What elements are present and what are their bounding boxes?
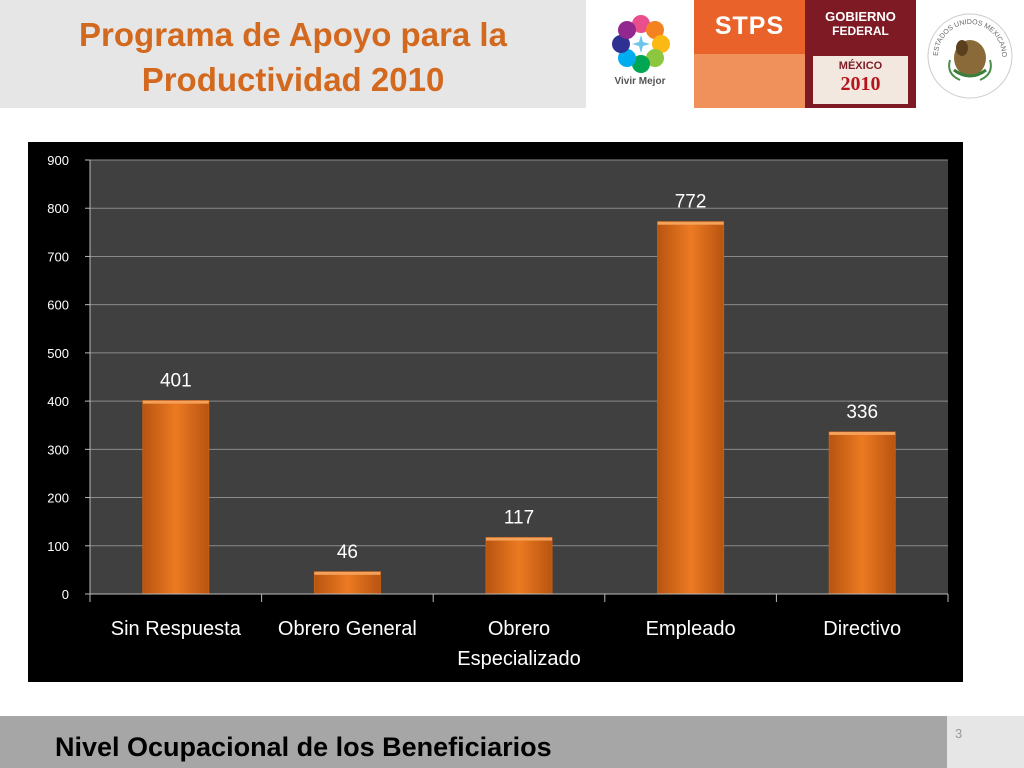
vivir-mejor-logo: Vivir Mejor bbox=[586, 0, 694, 108]
y-tick-label: 800 bbox=[47, 201, 69, 216]
bar bbox=[828, 431, 896, 595]
x-tick-label: Obrero General bbox=[278, 618, 417, 640]
bar-top-highlight bbox=[314, 571, 381, 575]
y-tick-label: 200 bbox=[47, 491, 69, 506]
y-tick-label: 0 bbox=[62, 587, 69, 602]
data-label: 401 bbox=[160, 371, 192, 392]
slide-subtitle: Nivel Ocupacional de los Beneficiarios bbox=[55, 732, 552, 762]
page-number-box: 3 bbox=[947, 716, 1024, 768]
chart-container: 0 100 200 300 400 500 600 700 800 900 401 46 117 772… bbox=[28, 142, 963, 682]
x-tick-label: Empleado bbox=[646, 618, 736, 640]
y-tick-label: 700 bbox=[47, 249, 69, 264]
title-line-1: Programa de Apoyo para la bbox=[79, 16, 507, 53]
y-tick-label: 900 bbox=[47, 153, 69, 168]
data-label: 336 bbox=[846, 402, 878, 423]
data-label: 117 bbox=[504, 508, 534, 529]
stps-logo: STPS bbox=[694, 0, 805, 108]
y-tick-label: 600 bbox=[47, 298, 69, 313]
x-tick-label: Sin Respuesta bbox=[111, 618, 242, 640]
bar bbox=[485, 537, 553, 595]
y-tick-label: 100 bbox=[47, 539, 69, 554]
y-axis: 0 100 200 300 400 500 600 700 800 900 bbox=[47, 153, 91, 602]
eagle-seal-icon: ESTADOS UNIDOS MEXICANOS bbox=[914, 0, 1013, 99]
bar-chart: 0 100 200 300 400 500 600 700 800 900 401 46 117 772… bbox=[47, 153, 949, 670]
page-number: 3 bbox=[955, 726, 963, 741]
vivir-mejor-label: Vivir Mejor bbox=[614, 76, 666, 87]
bar bbox=[657, 221, 725, 595]
x-tick-label: Directivo bbox=[823, 618, 901, 640]
plot-area bbox=[90, 160, 948, 594]
bar-top-highlight bbox=[142, 400, 209, 404]
bar-top-highlight bbox=[829, 431, 896, 435]
bar bbox=[142, 400, 210, 595]
x-tick-label: Obrero Especializado bbox=[457, 618, 580, 670]
footer-band bbox=[0, 716, 1024, 768]
gobierno-label: Gobierno Federal bbox=[825, 9, 896, 39]
bars: 401 46 117 772 336 bbox=[142, 192, 896, 595]
mexico-label: MÉXICO bbox=[838, 60, 883, 72]
stps-label: STPS bbox=[714, 12, 785, 40]
bar-top-highlight bbox=[657, 221, 724, 225]
y-tick-label: 500 bbox=[47, 346, 69, 361]
bar bbox=[313, 571, 381, 595]
flower-icon bbox=[612, 15, 670, 73]
data-label: 46 bbox=[337, 542, 358, 563]
mexico-year: 2010 bbox=[840, 73, 881, 95]
title-line-2: Productividad 2010 bbox=[141, 61, 445, 98]
x-axis: Sin Respuesta Obrero General Obrero Especia… bbox=[89, 593, 949, 670]
mexico-2010-badge: MÉXICO 2010 bbox=[813, 56, 908, 104]
bar-top-highlight bbox=[486, 537, 552, 541]
page-title: Programa de Apoyo para la Productividad … bbox=[0, 12, 586, 102]
gobierno-federal-logo: Gobierno Federal MÉXICO 2010 bbox=[805, 0, 916, 108]
y-tick-label: 300 bbox=[47, 442, 69, 457]
data-label: 772 bbox=[675, 192, 707, 213]
national-seal-logo: ESTADOS UNIDOS MEXICANOS bbox=[914, 0, 1024, 108]
y-tick-label: 400 bbox=[47, 394, 69, 409]
